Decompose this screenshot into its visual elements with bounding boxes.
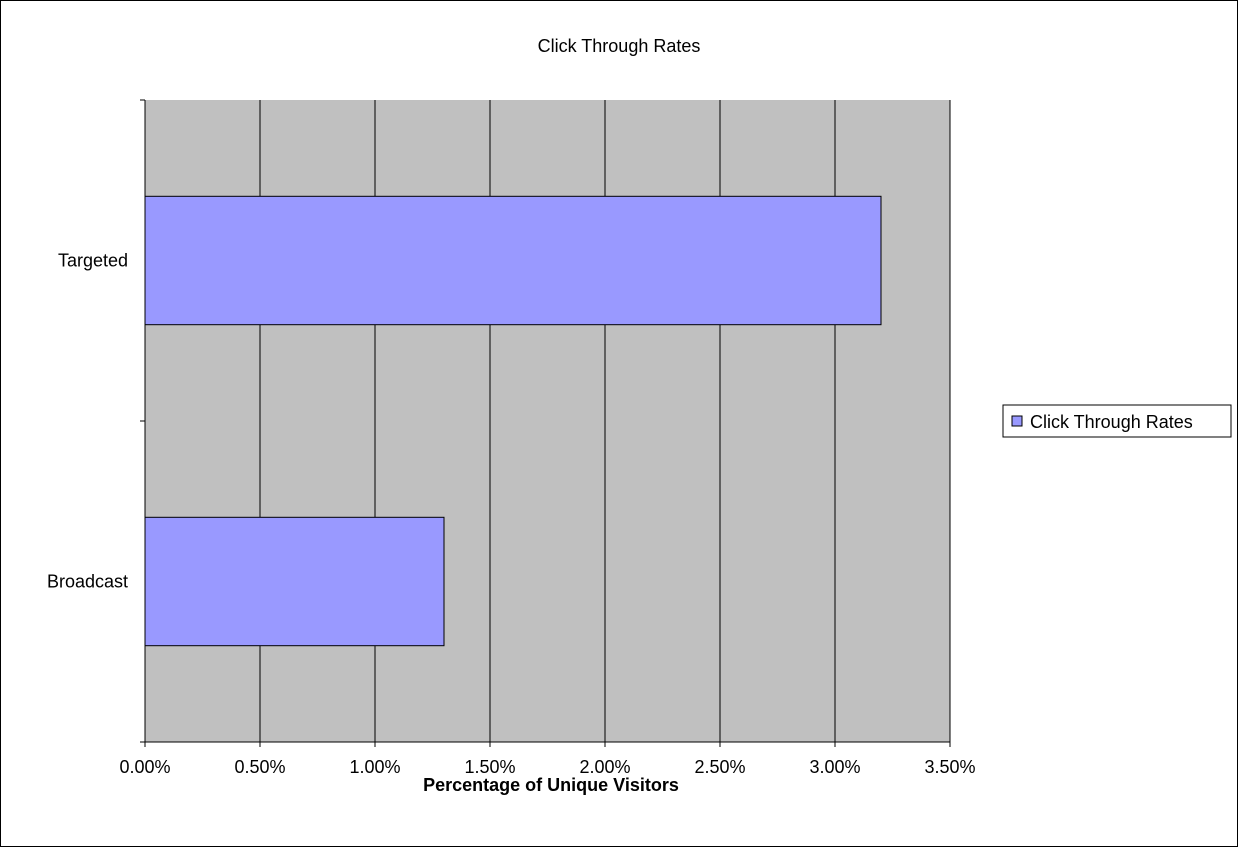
legend-label: Click Through Rates: [1030, 412, 1193, 432]
axes: [140, 99, 951, 747]
category-label: Targeted: [58, 251, 128, 271]
category-label: Broadcast: [47, 572, 128, 592]
legend-swatch: [1011, 415, 1023, 427]
x-tick-label: 3.50%: [924, 757, 975, 777]
bar-broadcast: [144, 516, 445, 647]
bar-targeted: [144, 195, 882, 326]
legend: Click Through Rates: [1002, 404, 1232, 438]
x-tick-label: 1.00%: [349, 757, 400, 777]
x-tick-label: 1.50%: [464, 757, 515, 777]
chart-title: Click Through Rates: [538, 36, 701, 56]
x-tick-label: 3.00%: [809, 757, 860, 777]
x-axis-label: Percentage of Unique Visitors: [423, 775, 679, 795]
x-tick-label: 0.50%: [234, 757, 285, 777]
x-tick-labels: 0.00% 0.50% 1.00% 1.50% 2.00% 2.50% 3.00% 3.50%: [119, 757, 975, 777]
legend-box: [1002, 404, 1232, 438]
bars: [144, 195, 882, 647]
x-tick-label: 2.50%: [694, 757, 745, 777]
x-tick-label: 0.00%: [119, 757, 170, 777]
y-category-labels: Targeted Broadcast: [47, 251, 128, 592]
x-tick-label: 2.00%: [579, 757, 630, 777]
